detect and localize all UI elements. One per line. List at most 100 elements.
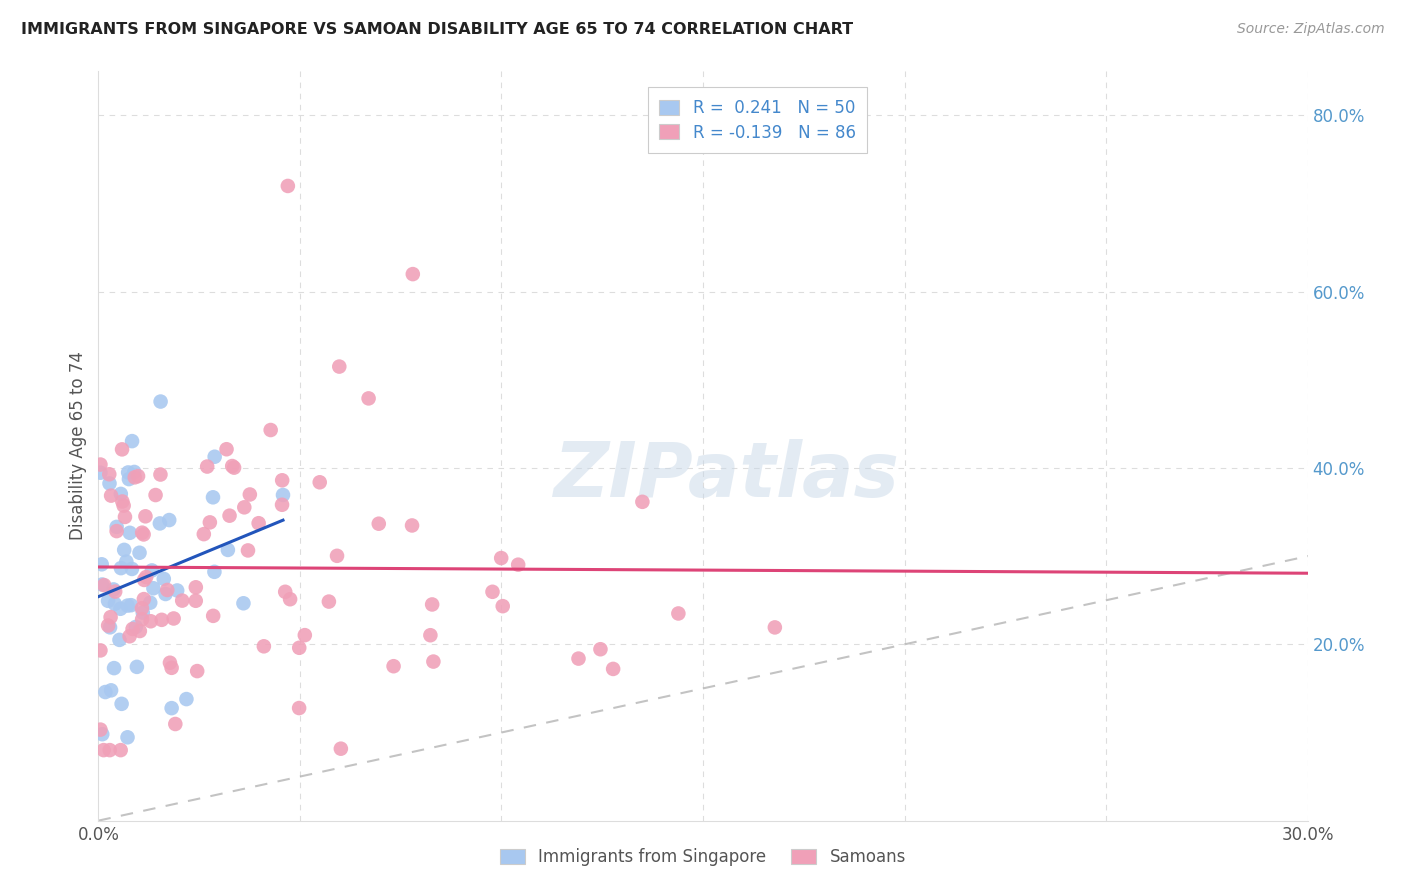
Point — [128, 624, 150, 638]
Point — [117, 731, 139, 745]
Point — [135, 570, 157, 584]
Point — [121, 434, 143, 449]
Point — [103, 661, 125, 675]
Point — [118, 629, 141, 643]
Point — [105, 524, 128, 538]
Point — [93, 743, 115, 757]
Point — [94, 685, 117, 699]
Point — [149, 516, 172, 531]
Point — [114, 510, 136, 524]
Point — [308, 475, 330, 490]
Point — [328, 359, 350, 374]
Point — [98, 743, 121, 757]
Point — [481, 584, 503, 599]
Point — [134, 573, 156, 587]
Point — [157, 513, 180, 527]
Point — [110, 697, 132, 711]
Point — [141, 563, 163, 577]
Point — [110, 487, 132, 501]
Point — [402, 267, 425, 281]
Point — [115, 555, 138, 569]
Point — [100, 489, 122, 503]
Point — [103, 582, 125, 597]
Point — [89, 466, 111, 480]
Point — [98, 620, 121, 634]
Point — [117, 466, 139, 480]
Point — [104, 584, 127, 599]
Point — [132, 606, 155, 620]
Point — [217, 542, 239, 557]
Point — [166, 583, 188, 598]
Point — [108, 632, 131, 647]
Point — [318, 594, 340, 608]
Legend: Immigrants from Singapore, Samoans: Immigrants from Singapore, Samoans — [494, 842, 912, 873]
Point — [118, 472, 141, 486]
Point — [159, 656, 181, 670]
Legend: R =  0.241   N = 50, R = -0.139   N = 86: R = 0.241 N = 50, R = -0.139 N = 86 — [648, 87, 868, 153]
Point — [508, 558, 530, 572]
Point — [201, 491, 224, 505]
Point — [139, 596, 162, 610]
Point — [294, 628, 316, 642]
Point — [121, 562, 143, 576]
Point — [631, 495, 654, 509]
Point — [97, 594, 120, 608]
Point — [204, 565, 226, 579]
Point — [271, 488, 294, 502]
Point — [247, 516, 270, 531]
Point — [150, 613, 173, 627]
Point — [90, 558, 112, 572]
Point — [131, 525, 153, 540]
Point — [110, 561, 132, 575]
Point — [222, 460, 245, 475]
Point — [97, 618, 120, 632]
Point — [111, 442, 134, 457]
Point — [131, 601, 153, 615]
Point — [100, 610, 122, 624]
Point — [152, 572, 174, 586]
Point — [172, 593, 194, 607]
Point — [218, 508, 240, 523]
Point — [112, 499, 135, 513]
Y-axis label: Disability Age 65 to 74: Disability Age 65 to 74 — [69, 351, 87, 541]
Point — [124, 470, 146, 484]
Point — [112, 542, 135, 557]
Point — [666, 607, 689, 621]
Point — [149, 467, 172, 482]
Text: Source: ZipAtlas.com: Source: ZipAtlas.com — [1237, 22, 1385, 37]
Point — [202, 608, 225, 623]
Point — [121, 622, 143, 636]
Point — [89, 723, 111, 737]
Point — [277, 178, 299, 193]
Point — [184, 594, 207, 608]
Point — [278, 592, 301, 607]
Point — [198, 516, 221, 530]
Point — [176, 692, 198, 706]
Point — [105, 520, 128, 534]
Point — [127, 469, 149, 483]
Point — [357, 392, 380, 406]
Point — [125, 660, 148, 674]
Point — [117, 599, 139, 613]
Point — [91, 577, 114, 591]
Point — [233, 500, 256, 515]
Point — [120, 598, 142, 612]
Point — [204, 450, 226, 464]
Point — [111, 494, 134, 508]
Point — [186, 664, 208, 678]
Point — [232, 596, 254, 610]
Point — [104, 597, 127, 611]
Point — [165, 717, 187, 731]
Point — [401, 518, 423, 533]
Point — [589, 642, 612, 657]
Point — [274, 584, 297, 599]
Point — [288, 701, 311, 715]
Point — [236, 543, 259, 558]
Point — [110, 601, 132, 615]
Point — [419, 628, 441, 642]
Point — [91, 727, 114, 741]
Point — [156, 582, 179, 597]
Point — [155, 587, 177, 601]
Point — [134, 509, 156, 524]
Point — [326, 549, 349, 563]
